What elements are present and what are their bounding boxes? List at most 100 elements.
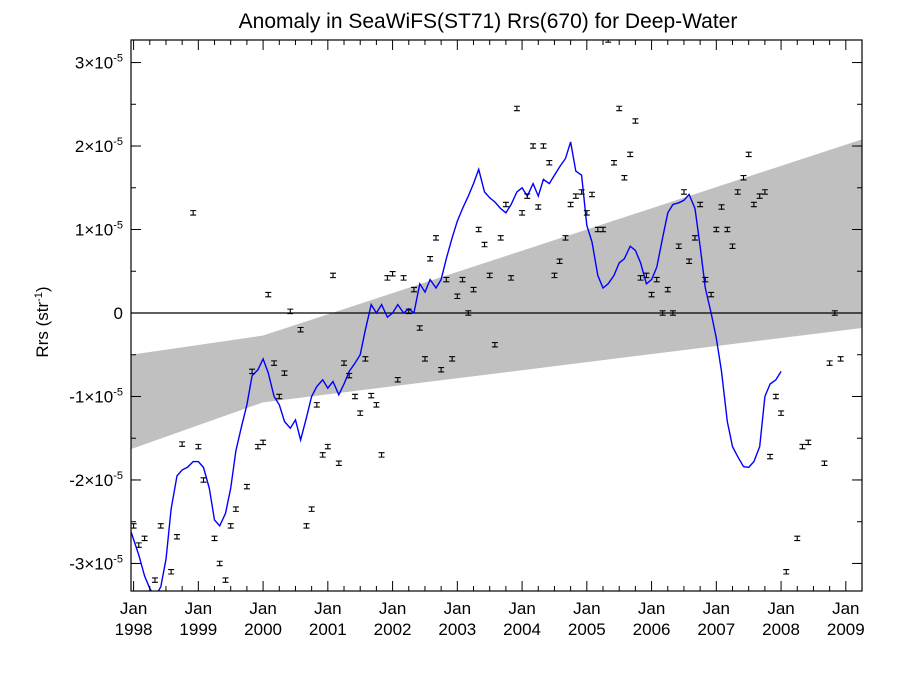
observation-point	[497, 235, 504, 241]
observation-point	[778, 410, 785, 416]
observation-point	[303, 523, 310, 529]
observation-point	[276, 393, 283, 400]
observation-point	[368, 392, 375, 399]
observation-point	[600, 226, 607, 233]
x-tick-label-year: 2008	[762, 620, 800, 639]
observation-point	[341, 360, 348, 366]
x-tick-label-month: Jan	[314, 599, 341, 618]
observation-point	[826, 360, 833, 366]
x-tick-label-year: 2004	[503, 620, 541, 639]
observation-point	[281, 370, 288, 376]
observation-point	[519, 210, 526, 216]
observation-point	[357, 410, 364, 416]
observation-point	[389, 271, 396, 277]
observation-point	[179, 441, 186, 447]
observation-point	[449, 356, 456, 362]
y-tick-mantissa: 1×10	[75, 221, 113, 240]
x-tick-label-month: Jan	[573, 599, 600, 618]
observation-point	[643, 272, 650, 279]
observation-point	[243, 483, 250, 490]
y-tick-label: 2×10-5	[75, 136, 123, 156]
observation-point	[659, 310, 666, 316]
observation-point	[216, 560, 223, 567]
observation-point	[589, 191, 596, 198]
observation-point	[772, 393, 779, 400]
observation-point	[805, 439, 812, 446]
observation-point	[151, 577, 158, 583]
observation-point	[454, 293, 461, 300]
observation-point	[562, 235, 569, 241]
observation-point	[605, 40, 612, 43]
observation-point	[324, 443, 331, 450]
observation-point	[632, 118, 639, 124]
y-tick-label: -1×10-5	[69, 386, 123, 406]
observation-point	[669, 310, 676, 316]
x-tick-label-month: Jan	[703, 599, 730, 618]
observation-point	[427, 255, 434, 262]
observation-point	[616, 105, 623, 112]
observation-point	[697, 201, 704, 208]
observation-point	[686, 258, 693, 264]
observation-point	[405, 308, 412, 315]
observation-point	[432, 235, 439, 241]
observation-point	[594, 226, 601, 233]
observation-point	[524, 193, 531, 199]
observation-point	[378, 452, 385, 458]
observation-point	[190, 210, 197, 216]
observation-point	[260, 439, 267, 446]
y-tick-exponent: -5	[113, 553, 123, 565]
observation-point	[664, 286, 671, 293]
observation-point	[675, 243, 682, 249]
observation-point	[750, 201, 757, 208]
observation-point	[611, 159, 618, 166]
x-tick-label-month: Jan	[185, 599, 212, 618]
y-tick-exponent: -5	[113, 220, 123, 232]
observation-point	[513, 105, 520, 112]
observation-point	[535, 204, 542, 210]
observation-point	[330, 272, 337, 279]
x-tick-label-month: Jan	[638, 599, 665, 618]
x-tick-label-month: Jan	[120, 599, 147, 618]
x-tick-label-month: Jan	[832, 599, 859, 618]
observation-point	[222, 577, 229, 583]
observation-point	[400, 275, 407, 281]
x-tick-label-month: Jan	[379, 599, 406, 618]
observations	[131, 40, 844, 583]
y-tick-exponent: -5	[113, 470, 123, 482]
observation-point	[724, 226, 731, 233]
observation-point	[745, 151, 752, 158]
observation-point	[702, 276, 709, 283]
observation-point	[297, 326, 304, 333]
observation-point	[508, 275, 515, 281]
observation-point	[173, 533, 180, 540]
observation-point	[141, 535, 148, 542]
smoothed-series-line	[131, 141, 782, 591]
y-tick-label: 0	[114, 304, 123, 323]
observation-point	[831, 310, 838, 316]
y-tick-mantissa: -1×10	[69, 387, 113, 406]
x-tick-label-month: Jan	[767, 599, 794, 618]
observation-point	[232, 506, 239, 512]
observation-point	[767, 453, 774, 460]
observation-point	[373, 402, 380, 408]
x-tick-label-year: 2007	[697, 620, 735, 639]
observation-point	[308, 506, 315, 512]
observation-point	[421, 356, 428, 362]
x-tick-label-year: 1999	[179, 620, 217, 639]
x-tick-label-month: Jan	[444, 599, 471, 618]
observation-point	[799, 443, 806, 450]
y-tick-mantissa: 3×10	[75, 54, 113, 73]
x-tick-label-year: 1998	[115, 620, 153, 639]
x-tick-label-year: 2006	[633, 620, 671, 639]
observation-point	[410, 286, 417, 293]
observation-point	[502, 201, 509, 208]
observation-point	[135, 542, 142, 548]
observation-point	[540, 143, 547, 149]
observation-point	[227, 523, 234, 529]
observation-point	[648, 291, 655, 298]
observation-point	[708, 291, 715, 298]
y-tick-exponent: -5	[113, 386, 123, 398]
observation-point	[438, 367, 445, 373]
x-tick-label-month: Jan	[249, 599, 276, 618]
observation-point	[384, 275, 391, 281]
